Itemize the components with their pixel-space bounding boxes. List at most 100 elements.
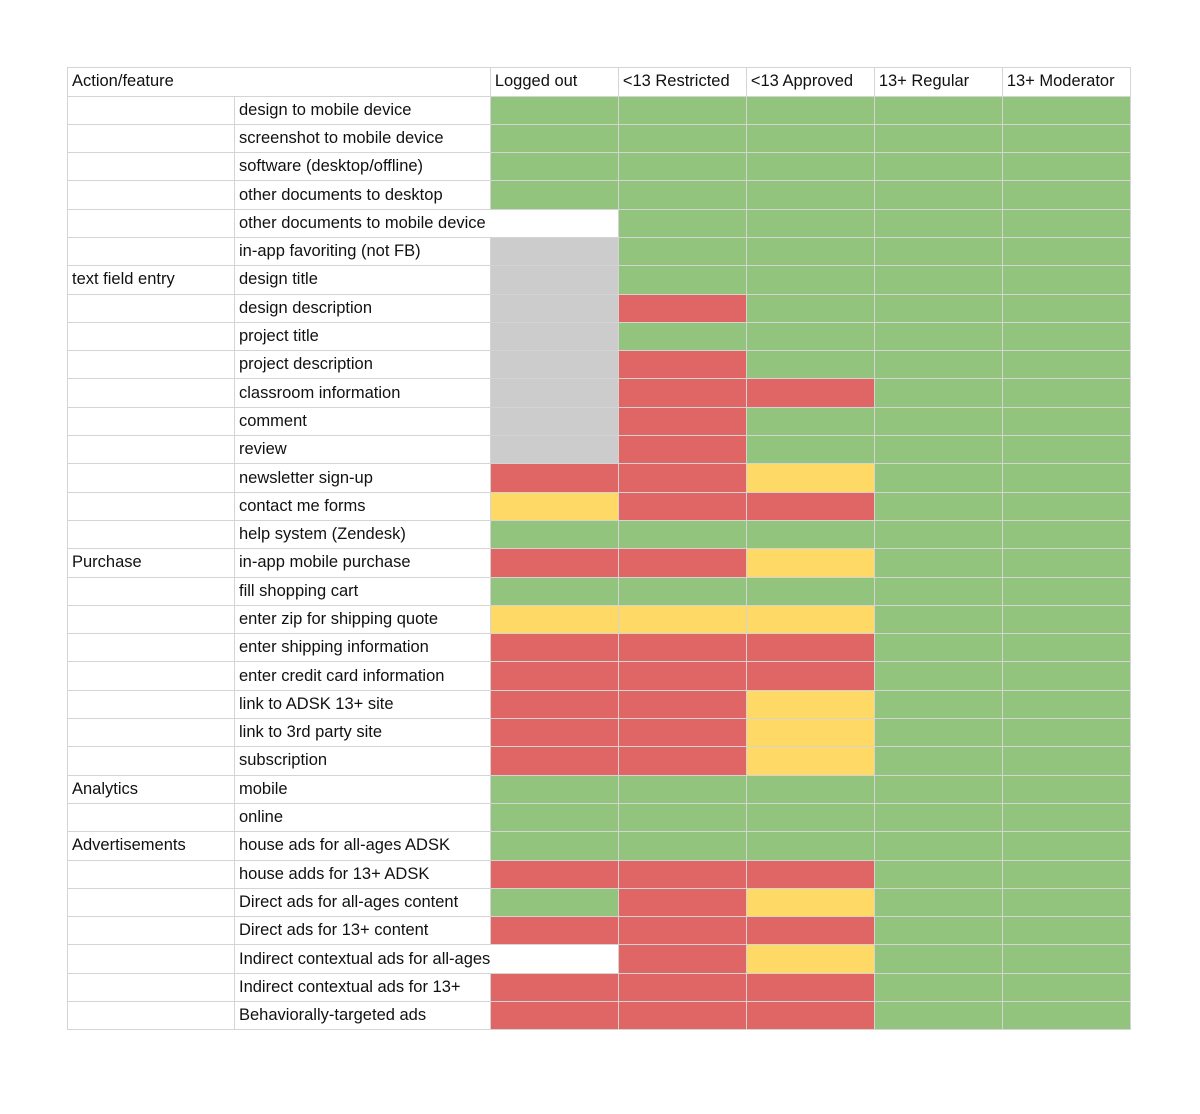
status-cell-13plus-moderator [1001,689,1131,720]
status-cell-under13-approved [745,406,875,437]
table-row: design description [67,293,1131,323]
status-cell-under13-approved [745,350,875,380]
status-cell-logged-out [490,208,619,238]
status-cell-logged-out [489,774,619,804]
table-row: review [67,435,1131,465]
status-cell-13plus-regular [873,1000,1003,1031]
table-row: software (desktop/offline) [67,152,1131,182]
status-cell-under13-approved [745,661,875,691]
status-cell-13plus-moderator [1001,859,1131,889]
status-cell-under13-restricted [617,236,747,267]
status-cell-13plus-moderator [1001,774,1131,804]
status-cell-under13-restricted [617,916,747,946]
status-cell-13plus-regular [873,463,1003,493]
status-cell-logged-out [489,152,619,182]
group-cell [67,95,235,125]
status-cell-13plus-moderator [1001,406,1131,437]
status-cell-13plus-moderator [1001,378,1131,408]
status-cell-under13-approved [745,831,875,861]
status-cell-13plus-regular [873,491,1003,521]
status-cell-under13-restricted [617,802,747,833]
status-cell-logged-out [489,689,619,720]
status-cell-logged-out [489,491,619,521]
table-row: house adds for 13+ ADSK [67,859,1131,889]
table-row: link to 3rd party site [67,718,1131,748]
table-row: help system (Zendesk) [67,519,1131,550]
status-cell-under13-restricted [617,463,747,493]
status-cell-under13-approved [745,887,875,918]
status-cell-logged-out [489,972,619,1003]
status-cell-under13-restricted [617,604,747,635]
group-cell [67,604,235,635]
status-cell-logged-out [489,887,619,918]
group-cell [67,916,235,946]
table-row: fill shopping cart [67,576,1131,606]
status-cell-under13-restricted [617,378,747,408]
group-cell [67,746,235,776]
status-cell-under13-restricted [617,718,747,748]
status-cell-under13-restricted [617,944,747,974]
feature-cell: enter credit card information [234,661,491,691]
status-cell-under13-restricted [617,491,747,521]
group-cell [67,378,235,408]
status-cell-under13-restricted [617,350,747,380]
status-cell-logged-out [489,435,619,465]
status-cell-13plus-moderator [1001,236,1131,267]
status-cell-13plus-regular [873,95,1003,125]
status-cell-13plus-moderator [1001,916,1131,946]
status-cell-logged-out [489,831,619,861]
group-cell [67,576,235,606]
header-row: Action/feature Logged out <13 Restricted… [67,67,1131,97]
status-cell-13plus-moderator [1001,831,1131,861]
table-row: Indirect contextual ads for 13+ [67,972,1131,1003]
feature-cell: classroom information [234,378,491,408]
status-cell-under13-restricted [617,689,747,720]
group-cell [67,406,235,437]
feature-cell: house ads for all-ages ADSK [234,831,491,861]
table-row: contact me forms [67,491,1131,521]
status-cell-logged-out [489,859,619,889]
status-cell-13plus-regular [873,435,1003,465]
status-cell-13plus-regular [873,321,1003,352]
status-cell-13plus-moderator [1001,180,1131,210]
status-cell-13plus-moderator [1001,972,1131,1003]
status-cell-13plus-moderator [1001,604,1131,635]
status-cell-logged-out [489,180,619,210]
status-cell-13plus-moderator [1001,463,1131,493]
group-cell [67,519,235,550]
feature-cell: link to ADSK 13+ site [234,689,491,720]
status-cell-under13-restricted [617,1000,747,1031]
status-cell-under13-approved [745,689,875,720]
group-cell [67,661,235,691]
status-cell-under13-restricted [617,661,747,691]
status-cell-under13-approved [745,633,875,663]
header-under13-restricted: <13 Restricted [617,67,747,97]
status-cell-logged-out [489,802,619,833]
status-cell-13plus-moderator [1001,887,1131,918]
status-cell-under13-approved [745,491,875,521]
group-cell [67,491,235,521]
group-cell [67,887,235,918]
status-cell-13plus-moderator [1001,718,1131,748]
feature-cell: enter zip for shipping quote [234,604,491,635]
header-13plus-moderator: 13+ Moderator [1001,67,1131,97]
status-cell-13plus-regular [873,519,1003,550]
status-cell-13plus-moderator [1001,548,1131,578]
feature-cell: house adds for 13+ ADSK [234,859,491,889]
feature-cell: review [234,435,491,465]
group-cell [67,1000,235,1031]
feature-cell: online [234,802,491,833]
status-cell-13plus-regular [873,972,1003,1003]
status-cell-under13-approved [745,236,875,267]
status-cell-logged-out [489,265,619,295]
status-cell-under13-approved [745,746,875,776]
status-cell-under13-restricted [617,774,747,804]
status-cell-under13-restricted [617,265,747,295]
feature-cell: screenshot to mobile device [234,123,491,154]
status-cell-13plus-regular [873,236,1003,267]
status-cell-under13-approved [745,123,875,154]
status-cell-under13-approved [745,378,875,408]
feature-cell: design to mobile device [234,95,491,125]
group-cell [67,321,235,352]
feature-cell: design description [234,293,491,323]
